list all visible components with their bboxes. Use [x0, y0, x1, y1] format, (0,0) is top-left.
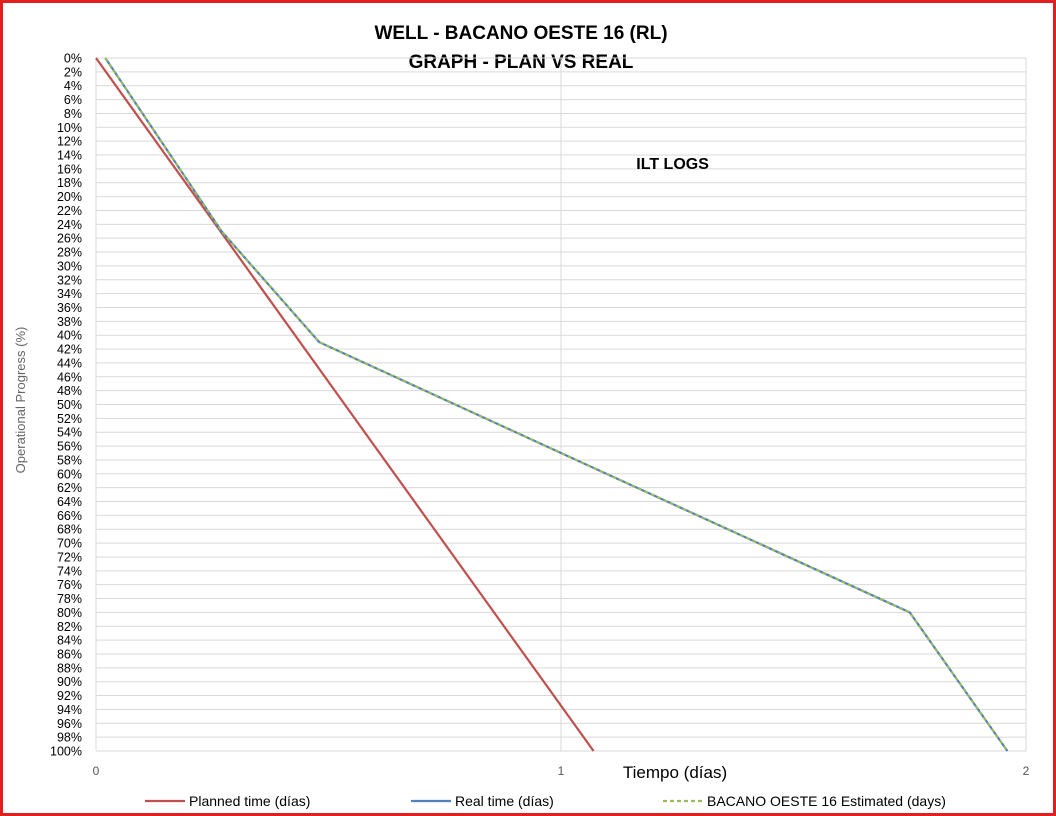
y-tick-label: 20%: [57, 190, 82, 204]
annotation-ilt-logs: ILT LOGS: [636, 156, 709, 173]
chart-title: WELL - BACANO OESTE 16 (RL): [374, 23, 667, 44]
y-tick-label: 6%: [64, 93, 82, 107]
y-tick-label: 18%: [57, 176, 82, 190]
y-tick-label: 12%: [57, 135, 82, 149]
y-tick-label: 38%: [57, 315, 82, 329]
legend-label: Planned time (días): [189, 793, 310, 809]
y-tick-label: 78%: [57, 592, 82, 606]
y-tick-label: 4%: [64, 79, 82, 93]
legend-label: BACANO OESTE 16 Estimated (days): [707, 793, 946, 809]
y-tick-label: 36%: [57, 301, 82, 315]
y-tick-label: 56%: [57, 440, 82, 454]
y-tick-label: 74%: [57, 564, 82, 578]
y-tick-label: 22%: [57, 204, 82, 218]
y-tick-label: 72%: [57, 550, 82, 564]
y-tick-label: 82%: [57, 620, 82, 634]
y-tick-label: 100%: [50, 745, 82, 759]
x-tick-label: 0: [93, 764, 100, 778]
y-tick-label: 10%: [57, 121, 82, 135]
y-tick-label: 70%: [57, 537, 82, 551]
y-tick-label: 90%: [57, 675, 82, 689]
y-tick-label: 52%: [57, 412, 82, 426]
y-tick-label: 62%: [57, 481, 82, 495]
y-tick-label: 50%: [57, 398, 82, 412]
series-line-1: [95, 57, 595, 752]
y-tick-label: 0%: [64, 52, 82, 66]
legend: Planned time (días) Real time (días) BACAN…: [145, 793, 946, 809]
y-tick-label: 34%: [57, 287, 82, 301]
series-lines: [95, 57, 1009, 752]
y-tick-label: 30%: [57, 259, 82, 273]
x-tick-labels: 0 1 2: [93, 764, 1030, 778]
y-tick-label: 44%: [57, 356, 82, 370]
y-tick-label: 64%: [57, 495, 82, 509]
y-tick-label: 60%: [57, 467, 82, 481]
y-tick-label: 96%: [57, 717, 82, 731]
y-tick-label: 54%: [57, 426, 82, 440]
x-tick-label: 2: [1023, 764, 1030, 778]
y-tick-label: 28%: [57, 246, 82, 260]
y-tick-label: 68%: [57, 523, 82, 537]
y-tick-label: 88%: [57, 661, 82, 675]
y-tick-label: 26%: [57, 232, 82, 246]
y-axis-label: Operational Progress (%): [13, 327, 28, 474]
gridlines: [95, 57, 1027, 752]
y-tick-label: 32%: [57, 273, 82, 287]
y-tick-label: 16%: [57, 162, 82, 176]
y-tick-label: 98%: [57, 731, 82, 745]
y-tick-label: 40%: [57, 329, 82, 343]
chart-subtitle: GRAPH - PLAN VS REAL: [409, 52, 634, 73]
y-tick-label: 80%: [57, 606, 82, 620]
y-tick-label: 76%: [57, 578, 82, 592]
y-tick-label: 46%: [57, 370, 82, 384]
y-tick-label: 2%: [64, 65, 82, 79]
y-tick-label: 24%: [57, 218, 82, 232]
y-tick-label: 92%: [57, 689, 82, 703]
y-tick-label: 94%: [57, 703, 82, 717]
y-tick-label: 66%: [57, 509, 82, 523]
legend-label: Real time (días): [455, 793, 554, 809]
y-tick-label: 48%: [57, 384, 82, 398]
y-tick-label: 84%: [57, 634, 82, 648]
series-line-2: [104, 57, 1009, 752]
y-tick-label: 86%: [57, 647, 82, 661]
x-axis-label: Tiempo (días): [623, 763, 727, 782]
y-tick-label: 14%: [57, 149, 82, 163]
x-tick-label: 1: [558, 764, 565, 778]
y-tick-label: 8%: [64, 107, 82, 121]
y-tick-label: 42%: [57, 343, 82, 357]
y-tick-labels: 0%2%4%6%8%10%12%14%16%18%20%22%24%26%28%…: [50, 52, 82, 759]
y-tick-label: 58%: [57, 453, 82, 467]
